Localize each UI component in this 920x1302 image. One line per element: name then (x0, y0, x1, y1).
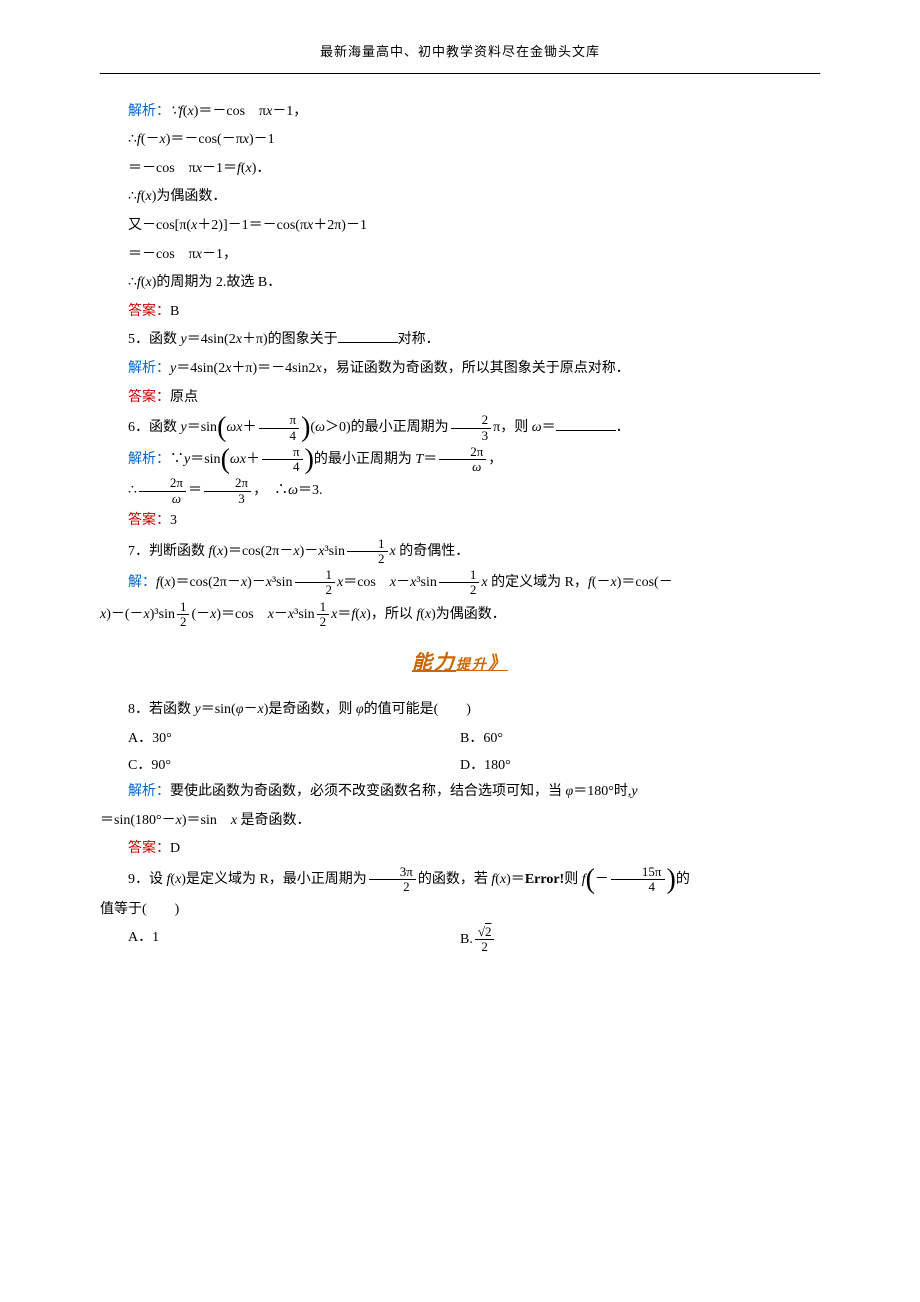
frac-num: 2π (204, 476, 251, 491)
frac-den: 4 (611, 880, 665, 894)
frac-den: 2 (177, 615, 190, 629)
frac-den: 4 (259, 429, 300, 443)
frac-num: 3π (369, 865, 416, 880)
answer-line: 答案：B (100, 299, 820, 326)
frac-num: 1 (317, 600, 330, 615)
answer-value: 原点 (170, 390, 198, 405)
answer-value: B (170, 304, 179, 319)
solution-line: 解析：要使此函数为奇函数，必须不改变函数名称，结合选项可知，当 φ＝180°时,… (100, 779, 820, 806)
label-answer: 答案： (128, 390, 170, 405)
error-text: Error! (525, 872, 564, 887)
frac-num: 2 (451, 413, 492, 428)
answer-line: 答案：3 (100, 508, 820, 535)
question-6: 6．函数 y＝sin(ωx＋π4)(ω＞0)的最小正周期为23π，则 ω＝． (100, 413, 820, 443)
frac-den: 2 (439, 583, 480, 597)
options-row: A．1 B.√22 (100, 925, 820, 955)
frac-num: 1 (177, 600, 190, 615)
section-title: 能力提升》 (100, 644, 820, 682)
label-analysis: 解析： (128, 104, 170, 119)
frac-num: 15π (611, 865, 665, 880)
blank-field (338, 342, 398, 343)
label-analysis: 解析： (128, 784, 170, 799)
solution-line: 又－cos[π(x＋2)]－1＝－cos(πx＋2π)－1 (100, 213, 820, 240)
option-d: D．180° (460, 753, 820, 780)
header-text: 最新海量高中、初中教学资料尽在金锄头文库 (320, 44, 600, 59)
frac-den: 2 (475, 940, 495, 954)
section-suffix: 》 (488, 653, 508, 673)
option-a: A．1 (100, 925, 460, 955)
blank-field (556, 430, 616, 431)
frac-den: 2 (347, 552, 388, 566)
label-analysis: 解析： (128, 361, 170, 376)
option-a: A．30° (100, 726, 460, 753)
solution-line: 解析：∵y＝sin(ωx＋π4)的最小正周期为 T＝2πω， (100, 445, 820, 475)
frac-num: 1 (439, 568, 480, 583)
label-solution: 解： (128, 575, 156, 590)
frac-num: π (259, 413, 300, 428)
question-8: 8．若函数 y＝sin(φ－x)是奇函数，则 φ的值可能是( ) (100, 697, 820, 724)
label-answer: 答案： (128, 841, 170, 856)
frac-den: 2 (369, 880, 416, 894)
options-row: A．30° B．60° (100, 726, 820, 753)
frac-num: 1 (295, 568, 336, 583)
solution-line: ∴f(x)为偶函数． (100, 184, 820, 211)
solution-line: 解：f(x)＝cos(2π－x)－x³sin12x＝cos x－x³sin12x… (100, 568, 820, 598)
frac-num: 2π (439, 445, 486, 460)
section-title-text: 能力提升 (412, 653, 488, 673)
frac-den: 2 (317, 615, 330, 629)
frac-den: 2 (295, 583, 336, 597)
frac-den: 3 (451, 429, 492, 443)
document-content: 解析：∵f(x)＝－cos πx－1， ∴f(－x)＝－cos(－πx)－1 ＝… (100, 99, 820, 955)
label-answer: 答案： (128, 513, 170, 528)
frac-num: 2π (139, 476, 186, 491)
answer-line: 答案：原点 (100, 385, 820, 412)
question-7: 7．判断函数 f(x)＝cos(2π－x)－x³sin12x 的奇偶性． (100, 537, 820, 567)
solution-line: 解析：∵f(x)＝－cos πx－1， (100, 99, 820, 126)
label-analysis: 解析： (128, 452, 170, 467)
solution-line: ∴2πω＝2π3， ∴ω＝3. (100, 476, 820, 506)
question-5: 5．函数 y＝4sin(2x＋π)的图象关于对称． (100, 327, 820, 354)
solution-line-continue: x)－(－x)³sin12(－x)＝cos x－x³sin12x＝f(x)，所以… (100, 600, 820, 630)
math-text: ∵f (170, 104, 183, 119)
question-9: 9．设 f(x)是定义域为 R，最小正周期为3π2的函数，若 f(x)＝Erro… (100, 865, 820, 895)
header-divider (100, 73, 820, 74)
option-c: C．90° (100, 753, 460, 780)
solution-line: ＝－cos πx－1＝f(x)． (100, 156, 820, 183)
label-answer: 答案： (128, 304, 170, 319)
solution-line-continue: ＝sin(180°－x)＝sin x 是奇函数． (100, 808, 820, 835)
options-row: C．90° D．180° (100, 753, 820, 780)
solution-line: 解析：y＝4sin(2x＋π)＝－4sin2x，易证函数为奇函数，所以其图象关于… (100, 356, 820, 383)
option-b: B．60° (460, 726, 820, 753)
frac-den: 4 (262, 460, 303, 474)
frac-num: π (262, 445, 303, 460)
question-continue: 值等于( ) (100, 897, 820, 924)
option-b: B.√22 (460, 925, 820, 955)
answer-line: 答案：D (100, 836, 820, 863)
page-header: 最新海量高中、初中教学资料尽在金锄头文库 (100, 40, 820, 65)
solution-line: ∴f(x)的周期为 2.故选 B． (100, 270, 820, 297)
solution-line: ∴f(－x)＝－cos(－πx)－1 (100, 127, 820, 154)
frac-num: 1 (347, 537, 388, 552)
solution-line: ＝－cos πx－1， (100, 242, 820, 269)
answer-value: 3 (170, 513, 177, 528)
answer-value: D (170, 841, 180, 856)
frac-den: 3 (204, 492, 251, 506)
